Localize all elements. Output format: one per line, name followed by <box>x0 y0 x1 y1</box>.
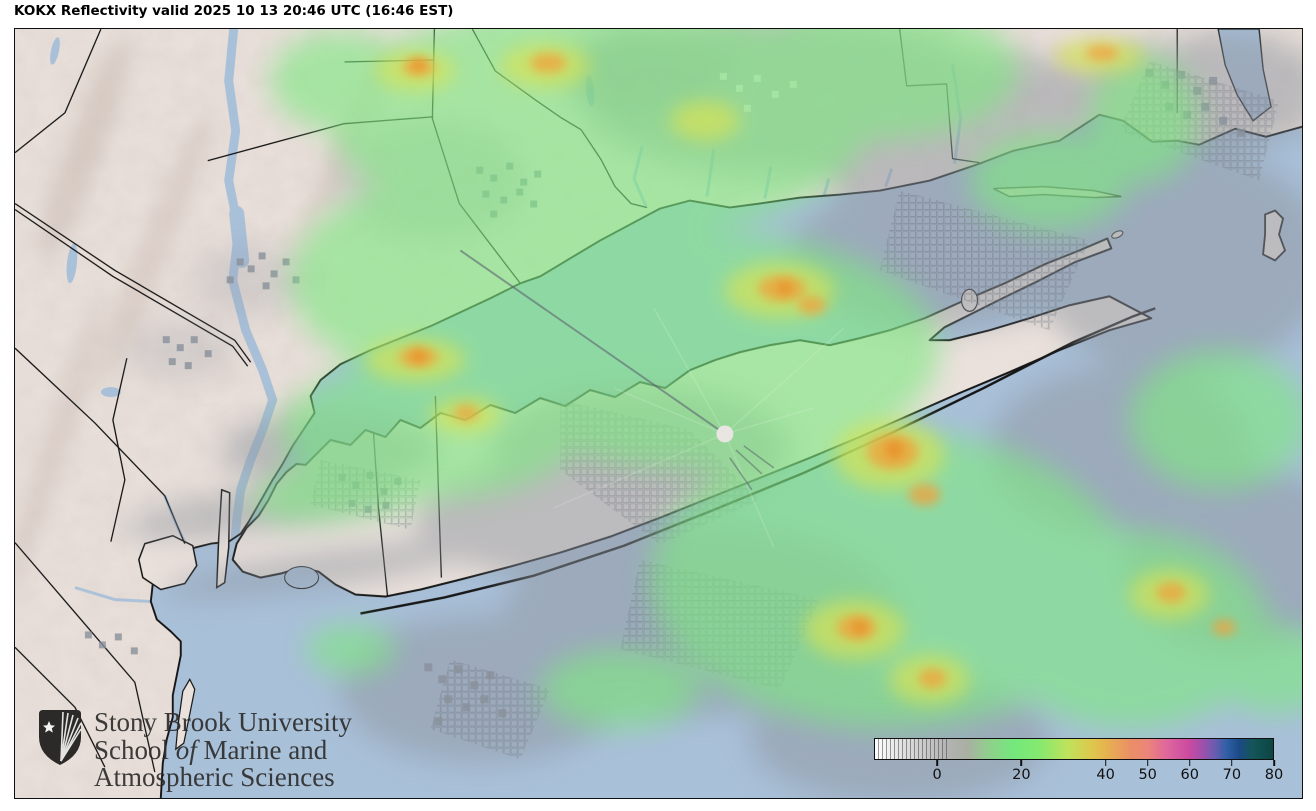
logo-line-3: Atmospheric Sciences <box>94 762 335 792</box>
colorbar-discrete-stripes <box>875 739 951 759</box>
logo-line-2-post: Marine and <box>196 734 328 765</box>
radar-artifacts <box>459 249 845 548</box>
shield-star <box>43 721 55 733</box>
colorbar-tick-label: 60 <box>1180 767 1200 783</box>
hudson-river <box>224 29 278 549</box>
colorbar-tick <box>1020 760 1023 766</box>
sbu-shield-icon <box>39 710 82 765</box>
sbu-logo-text: Stony Brook University School of Marine … <box>94 707 353 792</box>
colorbar-tick <box>1188 760 1191 766</box>
page-title: KOKX Reflectivity valid 2025 10 13 20:46… <box>14 3 454 19</box>
colorbar-tick <box>1273 760 1275 766</box>
colorbar-gradient <box>874 738 1274 760</box>
map-frame: Stony Brook University School of Marine … <box>14 28 1303 799</box>
colorbar-tick <box>1146 760 1149 766</box>
logo-line-2-italic: of <box>175 734 197 765</box>
beam-blockage-spoke <box>459 249 726 435</box>
radar-site-marker <box>716 425 734 443</box>
colorbar-tick-label: 20 <box>1012 767 1031 783</box>
reflectivity-colorbar: 0 20 40 50 60 70 80 <box>874 738 1283 790</box>
logo-line-1: Stony Brook University <box>94 707 353 737</box>
sbu-logo: Stony Brook University School of Marine … <box>37 707 353 792</box>
colorbar-tick-label: 40 <box>1096 767 1115 783</box>
logo-line-2: School of Marine and <box>94 734 352 765</box>
echo-layer-green <box>253 29 1302 730</box>
colorbar-tick-label: 80 <box>1264 767 1284 783</box>
colorbar-ticks: 0 20 40 50 60 70 80 <box>874 738 1283 790</box>
colorbar-tick-label: 50 <box>1138 767 1157 783</box>
radar-map <box>15 29 1302 798</box>
colorbar-tick <box>1104 760 1107 766</box>
colorbar-tick <box>936 760 938 766</box>
clutter-dashes <box>729 445 775 491</box>
sandy-hook-spit <box>175 678 196 751</box>
colorbar-tick <box>1231 760 1233 766</box>
logo-line-2-pre: School <box>94 734 176 765</box>
colorbar-tick-label: 70 <box>1222 767 1242 783</box>
colorbar-tick-label: 0 <box>932 767 942 783</box>
radial-spokes <box>553 307 845 548</box>
echo-layer-orange-core <box>411 58 904 635</box>
